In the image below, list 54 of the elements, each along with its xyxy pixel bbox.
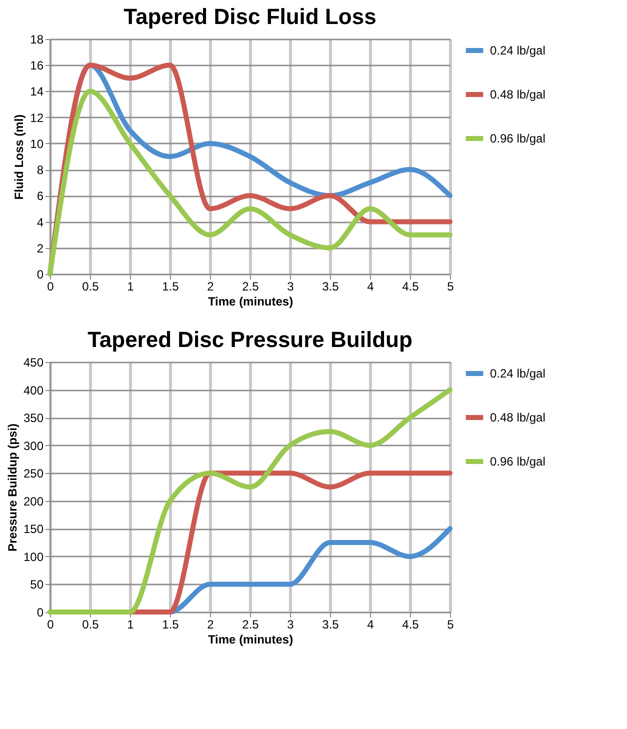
x-tick-label: 5 <box>447 280 454 294</box>
x-tick-label: 4 <box>367 280 374 294</box>
y-tick-label: 150 <box>23 522 44 536</box>
y-tick-label: 50 <box>30 578 44 592</box>
y-tick-label: 14 <box>30 84 44 99</box>
x-tick-label: 2 <box>207 280 214 294</box>
y-tick-label: 200 <box>23 494 44 508</box>
x-tick-label: 2.5 <box>242 618 260 632</box>
legend-label: 0.24 lb/gal <box>490 366 546 380</box>
x-tick-label: 3.5 <box>322 280 340 294</box>
y-tick-label: 16 <box>30 58 44 73</box>
x-tick-label: 0 <box>47 280 54 294</box>
y-tick-label: 350 <box>23 411 44 426</box>
x-tick-label: 4 <box>367 618 374 632</box>
x-axis-title: Time (minutes) <box>208 632 294 646</box>
legend-label: 0.96 lb/gal <box>490 132 546 146</box>
x-tick-label: 5 <box>447 618 454 632</box>
legend-label: 0.48 lb/gal <box>490 410 546 424</box>
chart-title: Tapered Disc Fluid Loss <box>124 4 376 29</box>
x-tick-label: 0.5 <box>82 280 100 294</box>
y-tick-label: 12 <box>30 110 44 125</box>
x-tick-label: 1 <box>127 280 134 294</box>
y-tick-label: 300 <box>23 438 44 453</box>
x-tick-label: 4.5 <box>402 618 420 632</box>
y-tick-label: 4 <box>36 215 44 230</box>
chart-title: Tapered Disc Pressure Buildup <box>88 327 412 352</box>
x-tick-label: 2 <box>207 618 214 632</box>
x-tick-label: 3.5 <box>322 618 340 632</box>
y-tick-label: 2 <box>36 241 44 256</box>
x-axis-title: Time (minutes) <box>208 294 294 308</box>
x-tick-label: 3 <box>287 618 294 632</box>
legend-label: 0.48 lb/gal <box>490 88 546 102</box>
x-tick-label: 2.5 <box>242 280 260 294</box>
y-axis-title: Pressure Buildup (psi) <box>5 423 20 552</box>
y-tick-label: 0 <box>36 268 44 282</box>
y-tick-label: 8 <box>36 163 44 178</box>
y-tick-label: 250 <box>23 466 44 481</box>
y-tick-label: 18 <box>30 32 44 46</box>
x-tick-label: 1.5 <box>162 618 180 632</box>
x-tick-label: 0 <box>47 618 54 632</box>
legend-label: 0.96 lb/gal <box>490 454 546 468</box>
x-tick-label: 4.5 <box>402 280 420 294</box>
y-tick-label: 10 <box>30 136 44 151</box>
legend-label: 0.24 lb/gal <box>490 44 546 58</box>
x-tick-label: 3 <box>287 280 294 294</box>
x-tick-label: 0.5 <box>82 618 100 632</box>
x-tick-label: 1.5 <box>162 280 180 294</box>
y-tick-label: 450 <box>23 356 44 370</box>
y-tick-label: 400 <box>23 383 44 398</box>
y-axis-title: Fluid Loss (ml) <box>12 114 26 200</box>
y-tick-label: 0 <box>36 606 44 620</box>
y-tick-label: 6 <box>36 189 44 204</box>
y-tick-label: 100 <box>23 550 44 564</box>
x-tick-label: 1 <box>127 618 134 632</box>
